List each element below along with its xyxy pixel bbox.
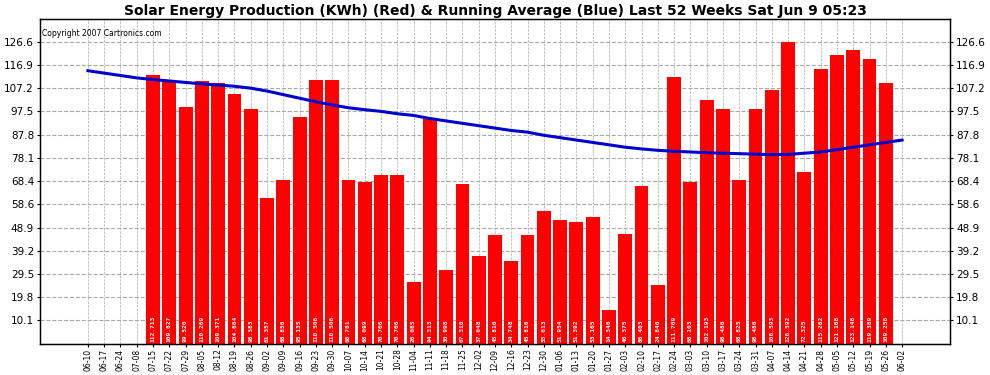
Bar bbox=[537, 211, 550, 344]
Bar bbox=[407, 282, 421, 344]
Text: 111.709: 111.709 bbox=[671, 316, 676, 342]
Bar bbox=[357, 182, 371, 344]
Bar bbox=[586, 217, 600, 344]
Text: 45.816: 45.816 bbox=[492, 320, 498, 342]
Bar bbox=[879, 83, 893, 344]
Bar bbox=[553, 220, 567, 344]
Bar bbox=[179, 106, 192, 344]
Text: 110.506: 110.506 bbox=[314, 316, 319, 342]
Bar bbox=[862, 59, 876, 344]
Bar bbox=[440, 270, 453, 344]
Text: 26.085: 26.085 bbox=[411, 320, 416, 342]
Text: 68.781: 68.781 bbox=[346, 320, 350, 342]
Bar bbox=[830, 55, 843, 344]
Text: 123.148: 123.148 bbox=[850, 316, 855, 342]
Text: 109.371: 109.371 bbox=[216, 316, 221, 342]
Bar bbox=[488, 235, 502, 344]
Bar bbox=[748, 109, 762, 344]
Text: 61.357: 61.357 bbox=[264, 320, 269, 342]
Text: 109.627: 109.627 bbox=[167, 316, 172, 342]
Bar bbox=[309, 80, 323, 344]
Text: 115.262: 115.262 bbox=[818, 316, 823, 342]
Title: Solar Energy Production (KWh) (Red) & Running Average (Blue) Last 52 Weeks Sat J: Solar Energy Production (KWh) (Red) & Ru… bbox=[124, 4, 866, 18]
Text: 126.592: 126.592 bbox=[786, 316, 791, 342]
Bar bbox=[276, 180, 290, 344]
Text: 46.375: 46.375 bbox=[623, 320, 628, 342]
Text: 119.389: 119.389 bbox=[867, 316, 872, 342]
Bar bbox=[635, 186, 648, 344]
Bar bbox=[455, 183, 469, 344]
Text: 45.816: 45.816 bbox=[525, 320, 530, 342]
Text: 106.593: 106.593 bbox=[769, 316, 774, 342]
Text: 70.706: 70.706 bbox=[378, 320, 383, 342]
Bar bbox=[765, 90, 779, 344]
Text: Copyright 2007 Cartronics.com: Copyright 2007 Cartronics.com bbox=[43, 29, 162, 38]
Bar bbox=[423, 119, 437, 344]
Bar bbox=[374, 176, 388, 344]
Bar bbox=[569, 222, 583, 344]
Text: 37.048: 37.048 bbox=[476, 320, 481, 342]
Text: 30.998: 30.998 bbox=[444, 320, 448, 342]
Bar bbox=[619, 234, 633, 344]
Text: 68.856: 68.856 bbox=[281, 320, 286, 342]
Bar bbox=[846, 50, 860, 344]
Text: 121.168: 121.168 bbox=[835, 316, 840, 342]
Text: 51.392: 51.392 bbox=[574, 320, 579, 342]
Bar bbox=[521, 235, 535, 344]
Text: 109.258: 109.258 bbox=[883, 316, 888, 342]
Bar bbox=[211, 83, 225, 344]
Bar bbox=[244, 109, 257, 344]
Text: 53.165: 53.165 bbox=[590, 320, 595, 342]
Bar bbox=[147, 75, 160, 344]
Bar bbox=[342, 180, 355, 344]
Text: 98.486: 98.486 bbox=[721, 320, 726, 342]
Text: 66.403: 66.403 bbox=[640, 320, 644, 342]
Text: 110.269: 110.269 bbox=[199, 316, 204, 342]
Bar bbox=[667, 77, 681, 344]
Text: 68.099: 68.099 bbox=[362, 320, 367, 342]
Bar bbox=[798, 171, 811, 344]
Bar bbox=[683, 182, 697, 344]
Text: 102.193: 102.193 bbox=[704, 316, 709, 342]
Text: 94.313: 94.313 bbox=[428, 320, 433, 342]
Bar bbox=[602, 310, 616, 344]
Bar bbox=[781, 42, 795, 344]
Bar bbox=[733, 180, 746, 344]
Bar bbox=[650, 285, 664, 344]
Text: 67.316: 67.316 bbox=[460, 320, 465, 342]
Text: 24.846: 24.846 bbox=[655, 320, 660, 342]
Bar bbox=[293, 117, 307, 344]
Text: 55.613: 55.613 bbox=[542, 320, 546, 342]
Bar bbox=[162, 82, 176, 344]
Bar bbox=[260, 198, 274, 344]
Text: 98.383: 98.383 bbox=[248, 320, 253, 342]
Text: 68.103: 68.103 bbox=[688, 320, 693, 342]
Bar bbox=[228, 94, 242, 344]
Text: 34.748: 34.748 bbox=[509, 320, 514, 342]
Bar bbox=[716, 109, 730, 344]
Text: 110.506: 110.506 bbox=[330, 316, 335, 342]
Bar bbox=[326, 80, 340, 344]
Text: 98.486: 98.486 bbox=[753, 320, 758, 342]
Text: 51.954: 51.954 bbox=[557, 320, 562, 342]
Bar bbox=[700, 100, 714, 344]
Bar bbox=[195, 81, 209, 344]
Text: 70.706: 70.706 bbox=[395, 320, 400, 342]
Text: 72.325: 72.325 bbox=[802, 320, 807, 342]
Bar bbox=[814, 69, 828, 344]
Text: 14.346: 14.346 bbox=[607, 320, 612, 342]
Text: 99.520: 99.520 bbox=[183, 320, 188, 342]
Text: 104.664: 104.664 bbox=[232, 316, 237, 342]
Bar bbox=[472, 256, 486, 344]
Text: 95.135: 95.135 bbox=[297, 320, 302, 342]
Text: 68.825: 68.825 bbox=[737, 320, 742, 342]
Bar bbox=[504, 261, 518, 344]
Bar bbox=[390, 176, 404, 344]
Text: 112.713: 112.713 bbox=[150, 316, 155, 342]
